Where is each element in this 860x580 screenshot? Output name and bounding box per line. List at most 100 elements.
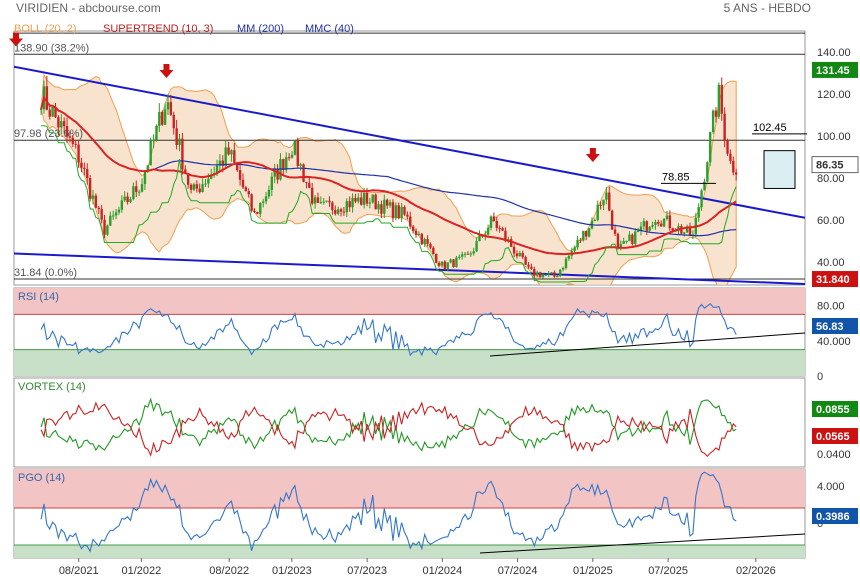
candle-body [437, 262, 441, 266]
candle-body [201, 184, 204, 193]
candle-body [501, 228, 504, 231]
candle-body [723, 113, 726, 141]
candle-body [365, 192, 369, 204]
candle-body [86, 169, 89, 179]
candle-body [204, 183, 207, 185]
candle-body [685, 226, 689, 233]
candle-body [726, 140, 729, 154]
candle-body [475, 241, 478, 252]
candle-body [659, 223, 663, 227]
fib-label-0: 138.90 (38.2%) [14, 42, 89, 54]
candle-body [140, 184, 144, 192]
candle-body [709, 132, 712, 163]
rsi-y-tick-0: 80.00 [817, 301, 845, 313]
candle-body [227, 147, 230, 155]
candle-body [616, 233, 620, 248]
candle-body [120, 200, 124, 210]
annotation-label-0: 78.85 [662, 171, 690, 183]
candle-body [636, 230, 640, 232]
candle-body [518, 252, 522, 257]
candle-body [510, 239, 513, 247]
candle-body [161, 111, 164, 125]
candle-body [267, 189, 271, 197]
candle-body [54, 106, 57, 118]
candle-body [527, 264, 530, 267]
annotation-label-1: 102.45 [753, 122, 787, 134]
candle-body [305, 181, 308, 183]
candle-body [559, 269, 562, 277]
candle-body [261, 201, 265, 203]
candle-body [420, 233, 423, 245]
candle-body [550, 272, 553, 274]
pgo-upper-zone [14, 469, 805, 508]
badge-last: 86.35 [816, 160, 844, 172]
x-tick-label-3: 01/2023 [272, 565, 312, 577]
candle-body [714, 110, 718, 117]
candle-body [310, 187, 314, 204]
candle-body [163, 109, 167, 125]
candle-body [316, 197, 320, 203]
badge-last-bg [811, 156, 859, 174]
candle-body [460, 254, 464, 257]
candle-body [135, 186, 138, 192]
candle-body [319, 202, 323, 204]
candle-body [533, 268, 536, 276]
candle-body [556, 276, 559, 278]
candle-body [80, 162, 83, 168]
candle-body [224, 147, 227, 166]
candle-body [71, 137, 75, 144]
candle-body [175, 128, 178, 145]
legend-0: BOLL (20, 2) [14, 23, 77, 35]
rsi-title: RSI (14) [18, 291, 59, 303]
candle-body [250, 194, 253, 211]
candle-body [403, 206, 406, 215]
candle-body [385, 199, 389, 206]
candle-body [619, 243, 623, 248]
candle-body [573, 247, 576, 251]
badge-pgo: 0.3986 [816, 511, 850, 523]
candle-body [576, 239, 579, 248]
candle-body [449, 259, 452, 263]
candle-body [348, 201, 351, 208]
candle-body [189, 184, 193, 190]
pgo-trendline [479, 533, 806, 554]
trend-line-lower [14, 252, 805, 285]
price-y-tick-0: 140.00 [817, 47, 851, 59]
candle-body [458, 256, 461, 258]
candle-body [374, 194, 377, 210]
candle-body [149, 140, 152, 166]
vortex-title: VORTEX (14) [18, 381, 86, 393]
candle-body [259, 202, 262, 214]
candle-body [290, 154, 294, 158]
candle-body [169, 102, 173, 115]
candle-body [345, 201, 349, 213]
candle-body [137, 191, 141, 193]
candle-body [351, 197, 354, 208]
candle-body [645, 221, 648, 231]
price-y-tick-1: 120.00 [817, 89, 851, 101]
candle-body [553, 272, 556, 277]
candle-body [215, 165, 219, 174]
signal-arrow-1 [159, 63, 174, 78]
candle-body [380, 204, 383, 214]
candle-body [65, 126, 69, 137]
candle-body [524, 257, 527, 265]
pgo-title: PGO (14) [18, 472, 65, 484]
candle-body [83, 167, 86, 170]
badge-rsi: 56.83 [816, 321, 844, 333]
candle-body [521, 252, 524, 258]
candle-body [218, 160, 222, 166]
candle-body [599, 204, 602, 206]
candle-body [123, 196, 126, 201]
candle-body [535, 272, 539, 276]
badge-rsi-bg [812, 317, 858, 334]
candle-body [596, 204, 599, 220]
candle-body [651, 224, 654, 227]
candle-body [720, 84, 723, 114]
candle-body [567, 255, 571, 259]
panel-vor-frame [13, 377, 806, 468]
candle-body [172, 114, 175, 129]
x-tick-label-9: 02/2026 [736, 565, 776, 577]
candle-body [39, 109, 43, 111]
